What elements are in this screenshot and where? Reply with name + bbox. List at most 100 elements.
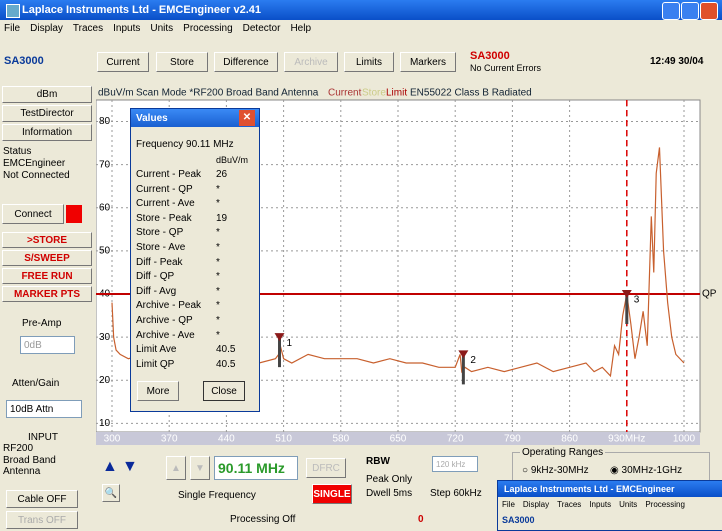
trans-button[interactable]: Trans OFF [6,511,78,529]
legend-limit: Limit [386,88,407,99]
row-label: Diff - Avg [136,286,176,297]
dialog-close[interactable]: ✕ [239,110,255,126]
row-value: * [216,184,220,195]
frequency-field[interactable]: 90.11 MHz [214,456,298,480]
marker-label: 2 [470,355,476,366]
menu-item[interactable]: Inputs [589,500,611,509]
sidebar-button[interactable]: TestDirector [2,105,92,122]
single-button[interactable]: SINGLE [312,484,352,504]
more-button[interactable]: More [137,381,179,401]
close-button[interactable]: Close [203,381,245,401]
menu-item[interactable]: Units [619,500,637,509]
atten-select[interactable]: 10dB Attn [6,400,82,418]
connection-status: Not Connected [3,170,70,181]
menu-item[interactable]: Detector [243,23,281,34]
processing-status: Processing Off [230,514,295,525]
x-tick-label: 790 [504,434,521,445]
menu-item[interactable]: File [4,23,20,34]
marker-label: 3 [634,295,640,306]
menu-item[interactable]: File [502,500,515,509]
row-label: Archive - QP [136,315,193,326]
units-label: dBuV/m [98,88,134,99]
toolbar-button[interactable]: Archive [284,52,338,72]
dwell-label: Dwell 5ms [366,488,412,499]
connect-button[interactable]: Connect [2,204,64,224]
x-tick-label: 440 [218,434,235,445]
units-button[interactable]: dBm [2,86,92,103]
overlay-title: Laplace Instruments Ltd - EMCEngineer [504,484,675,494]
status-device: SA3000 [470,50,510,62]
x-tick-label: 1000 [673,434,696,445]
atten-label: Atten/Gain [12,378,59,389]
cable-button[interactable]: Cable OFF [6,490,78,508]
y-tick-label: 60 [99,202,111,213]
x-tick-label: 930MHz [608,434,645,445]
device-label: SA3000 [4,55,44,67]
preamp-select[interactable]: 0dB [20,336,75,354]
up-arrow[interactable]: ▲ [102,458,118,476]
ranges-label: Operating Ranges [520,447,605,458]
menu-item[interactable]: Display [30,23,63,34]
x-tick-label: 580 [332,434,349,445]
step-up[interactable]: ▲ [166,456,186,480]
zoom-button[interactable]: 🔍 [102,484,120,502]
row-value: * [216,271,220,282]
maximize-button[interactable] [681,2,699,20]
mode-button[interactable]: >STORE [2,232,92,248]
menu-item[interactable]: Processing [183,23,232,34]
range-option[interactable]: ◉ 30MHz-1GHz [610,465,682,476]
mode-label: Single Frequency [178,490,256,501]
range-text: 30MHz-1GHz [622,465,683,476]
rbw-select[interactable]: 120 kHz [432,456,478,472]
sidebar-button[interactable]: Information [2,124,92,141]
menu-item[interactable]: Traces [73,23,103,34]
menu-item[interactable]: Units [150,23,173,34]
legend-store: Store [362,88,386,99]
rbw-label: RBW [366,456,390,467]
row-label: Current - Ave [136,198,195,209]
row-label: Current - QP [136,184,193,195]
preamp-label: Pre-Amp [22,318,61,329]
toolbar-button[interactable]: Difference [214,52,278,72]
toolbar-button[interactable]: Store [156,52,208,72]
row-value: 40.5 [216,344,235,355]
legend-current: Current [328,88,362,99]
row-value: 40.5 [216,359,235,370]
row-value: * [216,242,220,253]
row-value: * [216,227,220,238]
y-tick-label: 70 [99,159,111,170]
menu-item[interactable]: Processing [645,500,685,509]
dialog-title: Values [136,113,168,124]
row-value: 26 [216,169,227,180]
menu-item[interactable]: Display [523,500,549,509]
step-label: Step 60kHz [430,488,482,499]
x-tick-label: 510 [275,434,292,445]
menu-item[interactable]: Traces [557,500,581,509]
toolbar-button[interactable]: Limits [344,52,394,72]
row-value: * [216,257,220,268]
x-tick-label: 860 [561,434,578,445]
menu-item[interactable]: Help [290,23,311,34]
dialog-frequency: Frequency 90.11 MHz [136,139,234,150]
toolbar-button[interactable]: Current [97,52,149,72]
window-title: Laplace Instruments Ltd - EMCEngineer v2… [22,4,261,16]
input-name: RF200 [3,443,33,454]
status-text: No Current Errors [470,63,541,73]
close-button[interactable] [700,2,718,20]
step-down[interactable]: ▼ [190,456,210,480]
mode-button[interactable]: FREE RUN [2,268,92,284]
mode-button[interactable]: MARKER PTS [2,286,92,302]
toolbar-button[interactable]: Markers [400,52,456,72]
down-arrow[interactable]: ▼ [122,458,138,476]
row-label: Diff - Peak [136,257,183,268]
y-tick-label: 20 [99,375,111,386]
x-tick-label: 370 [161,434,178,445]
minimize-button[interactable] [662,2,680,20]
menu-item[interactable]: Inputs [113,23,140,34]
row-label: Store - Ave [136,242,185,253]
range-text: 9kHz-30MHz [531,465,589,476]
dfrc-button[interactable]: DFRC [306,458,346,478]
range-option[interactable]: ○ 9kHz-30MHz [522,465,589,476]
x-tick-label: 720 [447,434,464,445]
mode-button[interactable]: S/SWEEP [2,250,92,266]
